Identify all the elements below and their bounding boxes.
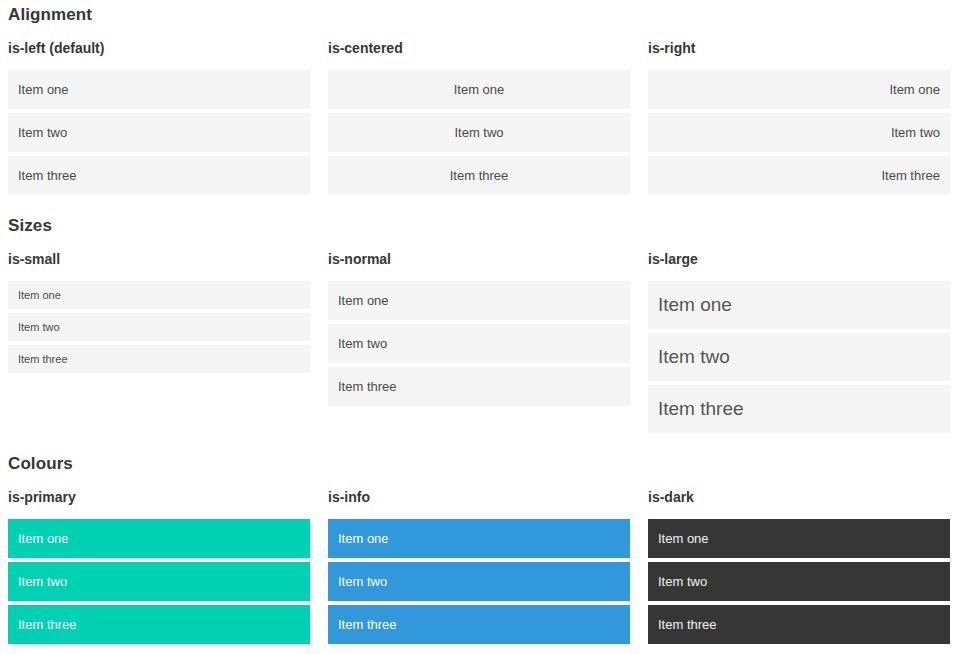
list-item[interactable]: Item three xyxy=(648,605,950,644)
column-label-is-left: is-left (default) xyxy=(8,40,310,57)
list-item[interactable]: Item two xyxy=(648,562,950,601)
section-sizes: Sizes is-small Item one Item two Item th… xyxy=(8,216,950,433)
list-item[interactable]: Item two xyxy=(328,324,630,363)
demo-column-is-centered: is-centered Item one Item two Item three xyxy=(328,40,630,195)
column-label-is-normal: is-normal xyxy=(328,251,630,268)
list-is-right: Item one Item two Item three xyxy=(648,70,950,195)
list-item[interactable]: Item three xyxy=(648,385,950,433)
colours-grid: is-primary Item one Item two Item three … xyxy=(8,489,950,644)
demo-column-is-large: is-large Item one Item two Item three xyxy=(648,251,950,433)
list-is-left: Item one Item two Item three xyxy=(8,70,310,195)
column-label-is-small: is-small xyxy=(8,251,310,268)
demo-page: Alignment is-left (default) Item one Ite… xyxy=(0,0,960,644)
list-is-centered: Item one Item two Item three xyxy=(328,70,630,195)
list-item[interactable]: Item two xyxy=(648,333,950,381)
list-item[interactable]: Item one xyxy=(8,281,310,309)
list-item[interactable]: Item three xyxy=(648,156,950,195)
demo-column-is-small: is-small Item one Item two Item three xyxy=(8,251,310,373)
list-item[interactable]: Item two xyxy=(8,562,310,601)
list-item[interactable]: Item three xyxy=(328,156,630,195)
column-label-is-primary: is-primary xyxy=(8,489,310,506)
section-alignment: Alignment is-left (default) Item one Ite… xyxy=(8,5,950,195)
list-item[interactable]: Item three xyxy=(8,605,310,644)
list-item[interactable]: Item one xyxy=(648,281,950,329)
list-item[interactable]: Item three xyxy=(8,156,310,195)
column-label-is-info: is-info xyxy=(328,489,630,506)
list-item[interactable]: Item three xyxy=(328,367,630,406)
column-label-is-large: is-large xyxy=(648,251,950,268)
section-colours: Colours is-primary Item one Item two Ite… xyxy=(8,454,950,644)
list-is-primary: Item one Item two Item three xyxy=(8,519,310,644)
demo-column-is-info: is-info Item one Item two Item three xyxy=(328,489,630,644)
demo-column-is-primary: is-primary Item one Item two Item three xyxy=(8,489,310,644)
sizes-grid: is-small Item one Item two Item three is… xyxy=(8,251,950,433)
column-label-is-centered: is-centered xyxy=(328,40,630,57)
list-is-large: Item one Item two Item three xyxy=(648,281,950,433)
list-item[interactable]: Item one xyxy=(328,281,630,320)
list-item[interactable]: Item two xyxy=(648,113,950,152)
list-item[interactable]: Item two xyxy=(8,113,310,152)
list-item[interactable]: Item one xyxy=(8,519,310,558)
list-is-small: Item one Item two Item three xyxy=(8,281,310,373)
list-item[interactable]: Item one xyxy=(328,70,630,109)
list-item[interactable]: Item three xyxy=(8,345,310,373)
demo-column-is-left: is-left (default) Item one Item two Item… xyxy=(8,40,310,195)
column-label-is-dark: is-dark xyxy=(648,489,950,506)
list-item[interactable]: Item one xyxy=(648,519,950,558)
list-is-normal: Item one Item two Item three xyxy=(328,281,630,406)
section-title-alignment: Alignment xyxy=(8,5,950,25)
demo-column-is-normal: is-normal Item one Item two Item three xyxy=(328,251,630,406)
demo-column-is-right: is-right Item one Item two Item three xyxy=(648,40,950,195)
list-item[interactable]: Item one xyxy=(328,519,630,558)
section-title-sizes: Sizes xyxy=(8,216,950,236)
alignment-grid: is-left (default) Item one Item two Item… xyxy=(8,40,950,195)
list-is-dark: Item one Item two Item three xyxy=(648,519,950,644)
section-title-colours: Colours xyxy=(8,454,950,474)
list-item[interactable]: Item one xyxy=(8,70,310,109)
column-label-is-right: is-right xyxy=(648,40,950,57)
list-is-info: Item one Item two Item three xyxy=(328,519,630,644)
list-item[interactable]: Item three xyxy=(328,605,630,644)
list-item[interactable]: Item two xyxy=(8,313,310,341)
list-item[interactable]: Item two xyxy=(328,113,630,152)
list-item[interactable]: Item one xyxy=(648,70,950,109)
demo-column-is-dark: is-dark Item one Item two Item three xyxy=(648,489,950,644)
list-item[interactable]: Item two xyxy=(328,562,630,601)
